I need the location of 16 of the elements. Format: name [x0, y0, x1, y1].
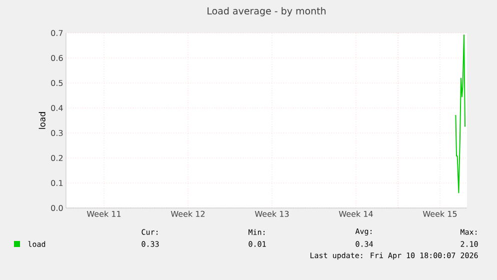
y-tick-label: 0.3 [51, 130, 63, 136]
y-tick-label: 0.0 [51, 204, 63, 212]
x-tick-label: Week 11 [86, 210, 121, 217]
y-tick-label: 0.7 [51, 30, 63, 36]
x-tick-label: Week 13 [254, 210, 289, 217]
y-tick-label: 0.1 [51, 180, 63, 186]
line-series [455, 34, 466, 194]
y-axis-title: load [38, 112, 46, 129]
y-tick-label: 0.4 [51, 104, 63, 112]
x-tick-label: Week 15 [422, 210, 457, 217]
x-tick-label: Week 14 [338, 210, 373, 217]
x-tick-label: Week 12 [170, 210, 205, 217]
y-tick-label: 0.2 [51, 154, 63, 162]
chart-title: Load average - by month [208, 7, 326, 16]
y-tick-label: 0.6 [51, 54, 63, 62]
y-tick-label: 0.5 [51, 80, 63, 86]
